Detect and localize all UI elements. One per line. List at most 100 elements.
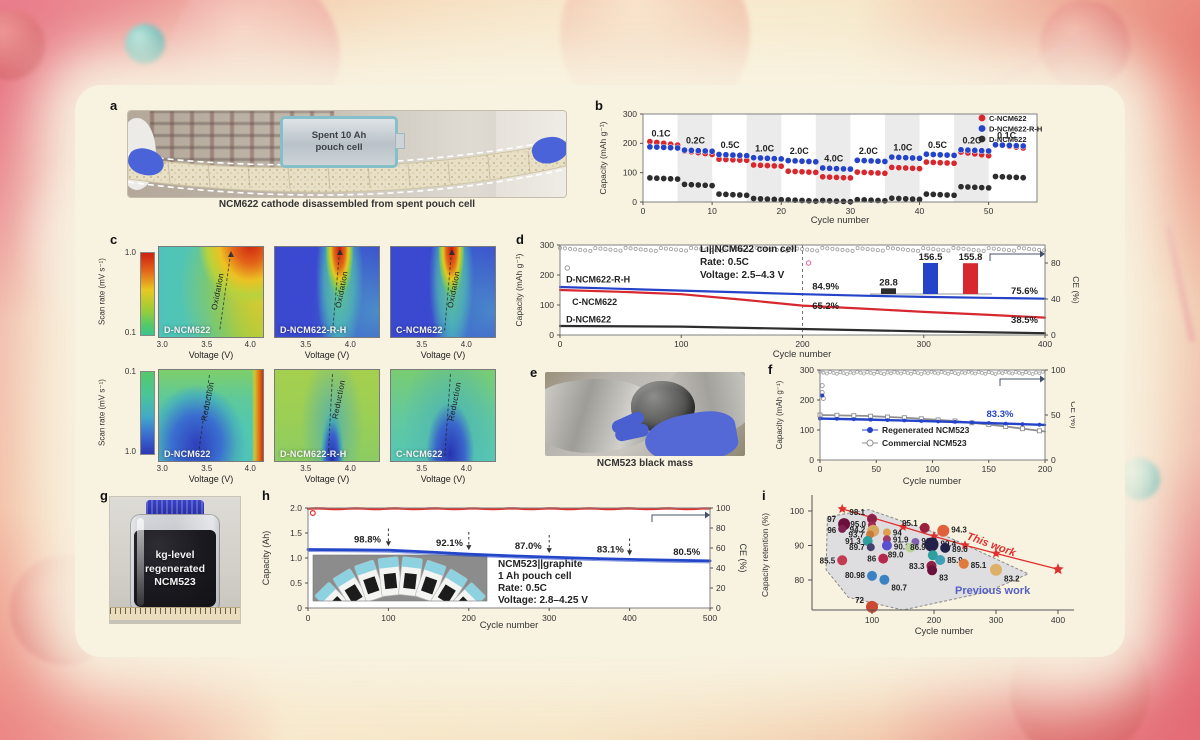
previous-work-point <box>882 528 891 537</box>
ce-point <box>848 370 853 375</box>
data-point-D-NCM622-R-H <box>798 157 806 165</box>
series-D-NCM622-R-H <box>558 285 1047 300</box>
ce-point <box>744 248 749 253</box>
data-point-D-NCM622 <box>681 181 688 188</box>
marker-filled-circle <box>1003 421 1008 426</box>
data-point-D-NCM622-R-H <box>936 151 944 159</box>
ce-point <box>872 371 876 376</box>
ce-point <box>841 371 846 376</box>
data-point-D-NCM622-R-H <box>674 144 681 152</box>
inset-bar <box>923 263 938 294</box>
data-point-D-NCM622-R-H <box>833 165 840 172</box>
marker-filled-circle <box>851 417 856 422</box>
ce-point <box>961 246 966 251</box>
photo-black-mass <box>545 372 745 456</box>
ce-point <box>1017 370 1022 375</box>
panel-a-label: a <box>110 98 118 113</box>
pouch-cell <box>415 559 447 601</box>
ce-point <box>593 246 598 251</box>
data-point-C-NCM622 <box>764 162 771 169</box>
y-axis-label: Capacity retention (%) <box>760 513 770 597</box>
ce-point <box>878 371 883 376</box>
data-point-D-NCM622-R-H <box>992 141 999 149</box>
x-tick-label: 500 <box>703 613 717 623</box>
point-label: 93.7 <box>849 530 865 539</box>
previous-work-point <box>940 542 951 553</box>
this-work-star <box>991 548 1001 558</box>
y2-tick-label: 40 <box>1051 294 1061 304</box>
data-point-D-NCM622 <box>653 174 661 182</box>
ce-point <box>981 248 986 253</box>
ce-point <box>895 246 900 251</box>
pouch-window <box>437 584 456 601</box>
panel-g-label: g <box>100 488 108 503</box>
glass-highlight <box>137 518 144 606</box>
data-point-C-NCM622 <box>888 164 896 171</box>
pouch-tag-line1: Spent 10 Ah <box>311 129 367 141</box>
ce-point <box>889 371 893 376</box>
pouch-tab-blue <box>445 568 468 588</box>
panel-e-label: e <box>530 365 538 380</box>
data-point-D-NCM622-R-H <box>708 147 716 155</box>
data-point-D-NCM622 <box>992 173 999 180</box>
pouch-window <box>316 612 335 630</box>
marker-filled-circle <box>919 419 924 423</box>
series-regenerated <box>818 417 1047 427</box>
colorbar-tick: 0.1 <box>124 367 136 376</box>
data-point-D-NCM622-R-H <box>971 147 979 154</box>
ce-point <box>719 248 724 253</box>
ce-point <box>1023 370 1028 375</box>
data-point-D-NCM622-R-H <box>950 152 958 159</box>
x-axis-label: Cycle number <box>903 476 962 487</box>
ce-point <box>749 248 754 253</box>
ce-point <box>1037 247 1042 252</box>
y-tick-label: 100 <box>623 167 637 177</box>
ce-point <box>769 247 774 252</box>
data-point-C-NCM622 <box>840 174 847 182</box>
data-point-C-NCM622 <box>826 173 833 181</box>
molecule-sphere-teal <box>1118 458 1160 500</box>
panel-i-label: i <box>762 488 766 503</box>
info-line: Voltage: 2.5–4.3 V <box>700 270 785 281</box>
x-tick-label: 20 <box>777 206 787 216</box>
ce-point <box>860 246 865 251</box>
previous-work-point <box>990 563 1002 576</box>
data-point-D-NCM622-R-H <box>874 157 882 165</box>
data-point-D-NCM622-R-H <box>819 164 827 172</box>
point-label: 95.1 <box>902 519 918 528</box>
y2-tick-label: 0 <box>716 603 721 613</box>
point-label: 94.3 <box>951 526 967 535</box>
voltage-axis-label: Voltage (V) <box>304 474 350 484</box>
arrowhead-icon <box>227 250 234 257</box>
x-tick-label: 100 <box>381 613 395 623</box>
data-point-D-NCM622-R-H <box>791 157 799 165</box>
ce-point <box>946 248 951 253</box>
tick-label: 4.0 <box>244 340 256 349</box>
ce-point <box>1032 247 1037 252</box>
ce-point <box>603 247 608 252</box>
data-point-D-NCM622 <box>840 198 847 205</box>
data-point-D-NCM622 <box>957 183 965 191</box>
ce-point <box>668 247 673 252</box>
pouch-tab-blue <box>332 568 356 588</box>
ce-point <box>953 371 957 376</box>
data-point-D-NCM622 <box>874 197 882 204</box>
rate-label: 0.1C <box>651 128 671 138</box>
x-tick-label: 0 <box>641 206 646 216</box>
y-axis-label: Capacity (mAh g⁻¹) <box>514 253 524 326</box>
legend-marker <box>978 114 986 122</box>
molecule-bond <box>1164 224 1196 343</box>
x-tick-label: 40 <box>915 206 925 216</box>
previous-work-point <box>924 537 939 552</box>
ce-point <box>880 248 885 253</box>
tick-label: 4.0 <box>460 340 472 349</box>
legend-marker <box>978 135 986 143</box>
ruler <box>110 607 240 620</box>
ce-point <box>759 246 764 251</box>
ce-point <box>1010 371 1015 376</box>
ce-point <box>1001 247 1006 252</box>
retention-label: 92.1% <box>436 538 463 549</box>
pouch-tab-blue <box>377 556 399 569</box>
y-tick-label: 80 <box>795 575 805 585</box>
